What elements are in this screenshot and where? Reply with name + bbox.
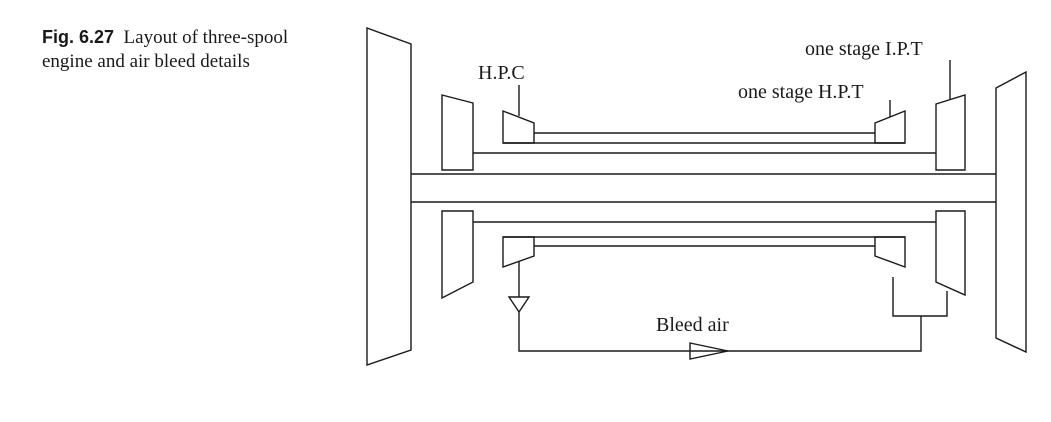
hp-spool-lower xyxy=(503,236,905,247)
hp-turbine-blade-lower xyxy=(874,236,906,269)
hp-spool-upper xyxy=(503,132,905,144)
ip-compressor-blade-lower xyxy=(441,210,474,300)
lp-shaft xyxy=(411,173,996,203)
lp-turbine-blade xyxy=(995,70,1027,354)
hpt-label: one stage H.P.T xyxy=(738,81,864,103)
bleed-air-duct xyxy=(518,277,948,352)
bleed-valve-icon xyxy=(507,296,531,314)
hpc-label: H.P.C xyxy=(478,62,525,84)
figure-caption: Fig. 6.27 Layout of three-spool engine a… xyxy=(42,25,332,74)
flow-arrow-icon xyxy=(689,342,729,360)
ip-turbine-blade xyxy=(935,94,966,171)
ipt-label: one stage I.P.T xyxy=(805,38,923,60)
lp-fan-blade xyxy=(366,27,412,366)
bleed-air-label: Bleed air xyxy=(656,314,729,336)
ip-turbine-blade-lower xyxy=(935,210,966,297)
ip-compressor-blade xyxy=(441,94,474,171)
figure-number: Fig. 6.27 xyxy=(42,27,115,47)
figure-caption-text: Layout of three-spool engine and air ble… xyxy=(42,27,289,72)
